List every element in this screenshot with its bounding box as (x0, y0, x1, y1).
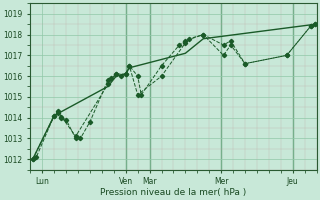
X-axis label: Pression niveau de la mer( hPa ): Pression niveau de la mer( hPa ) (100, 188, 247, 197)
